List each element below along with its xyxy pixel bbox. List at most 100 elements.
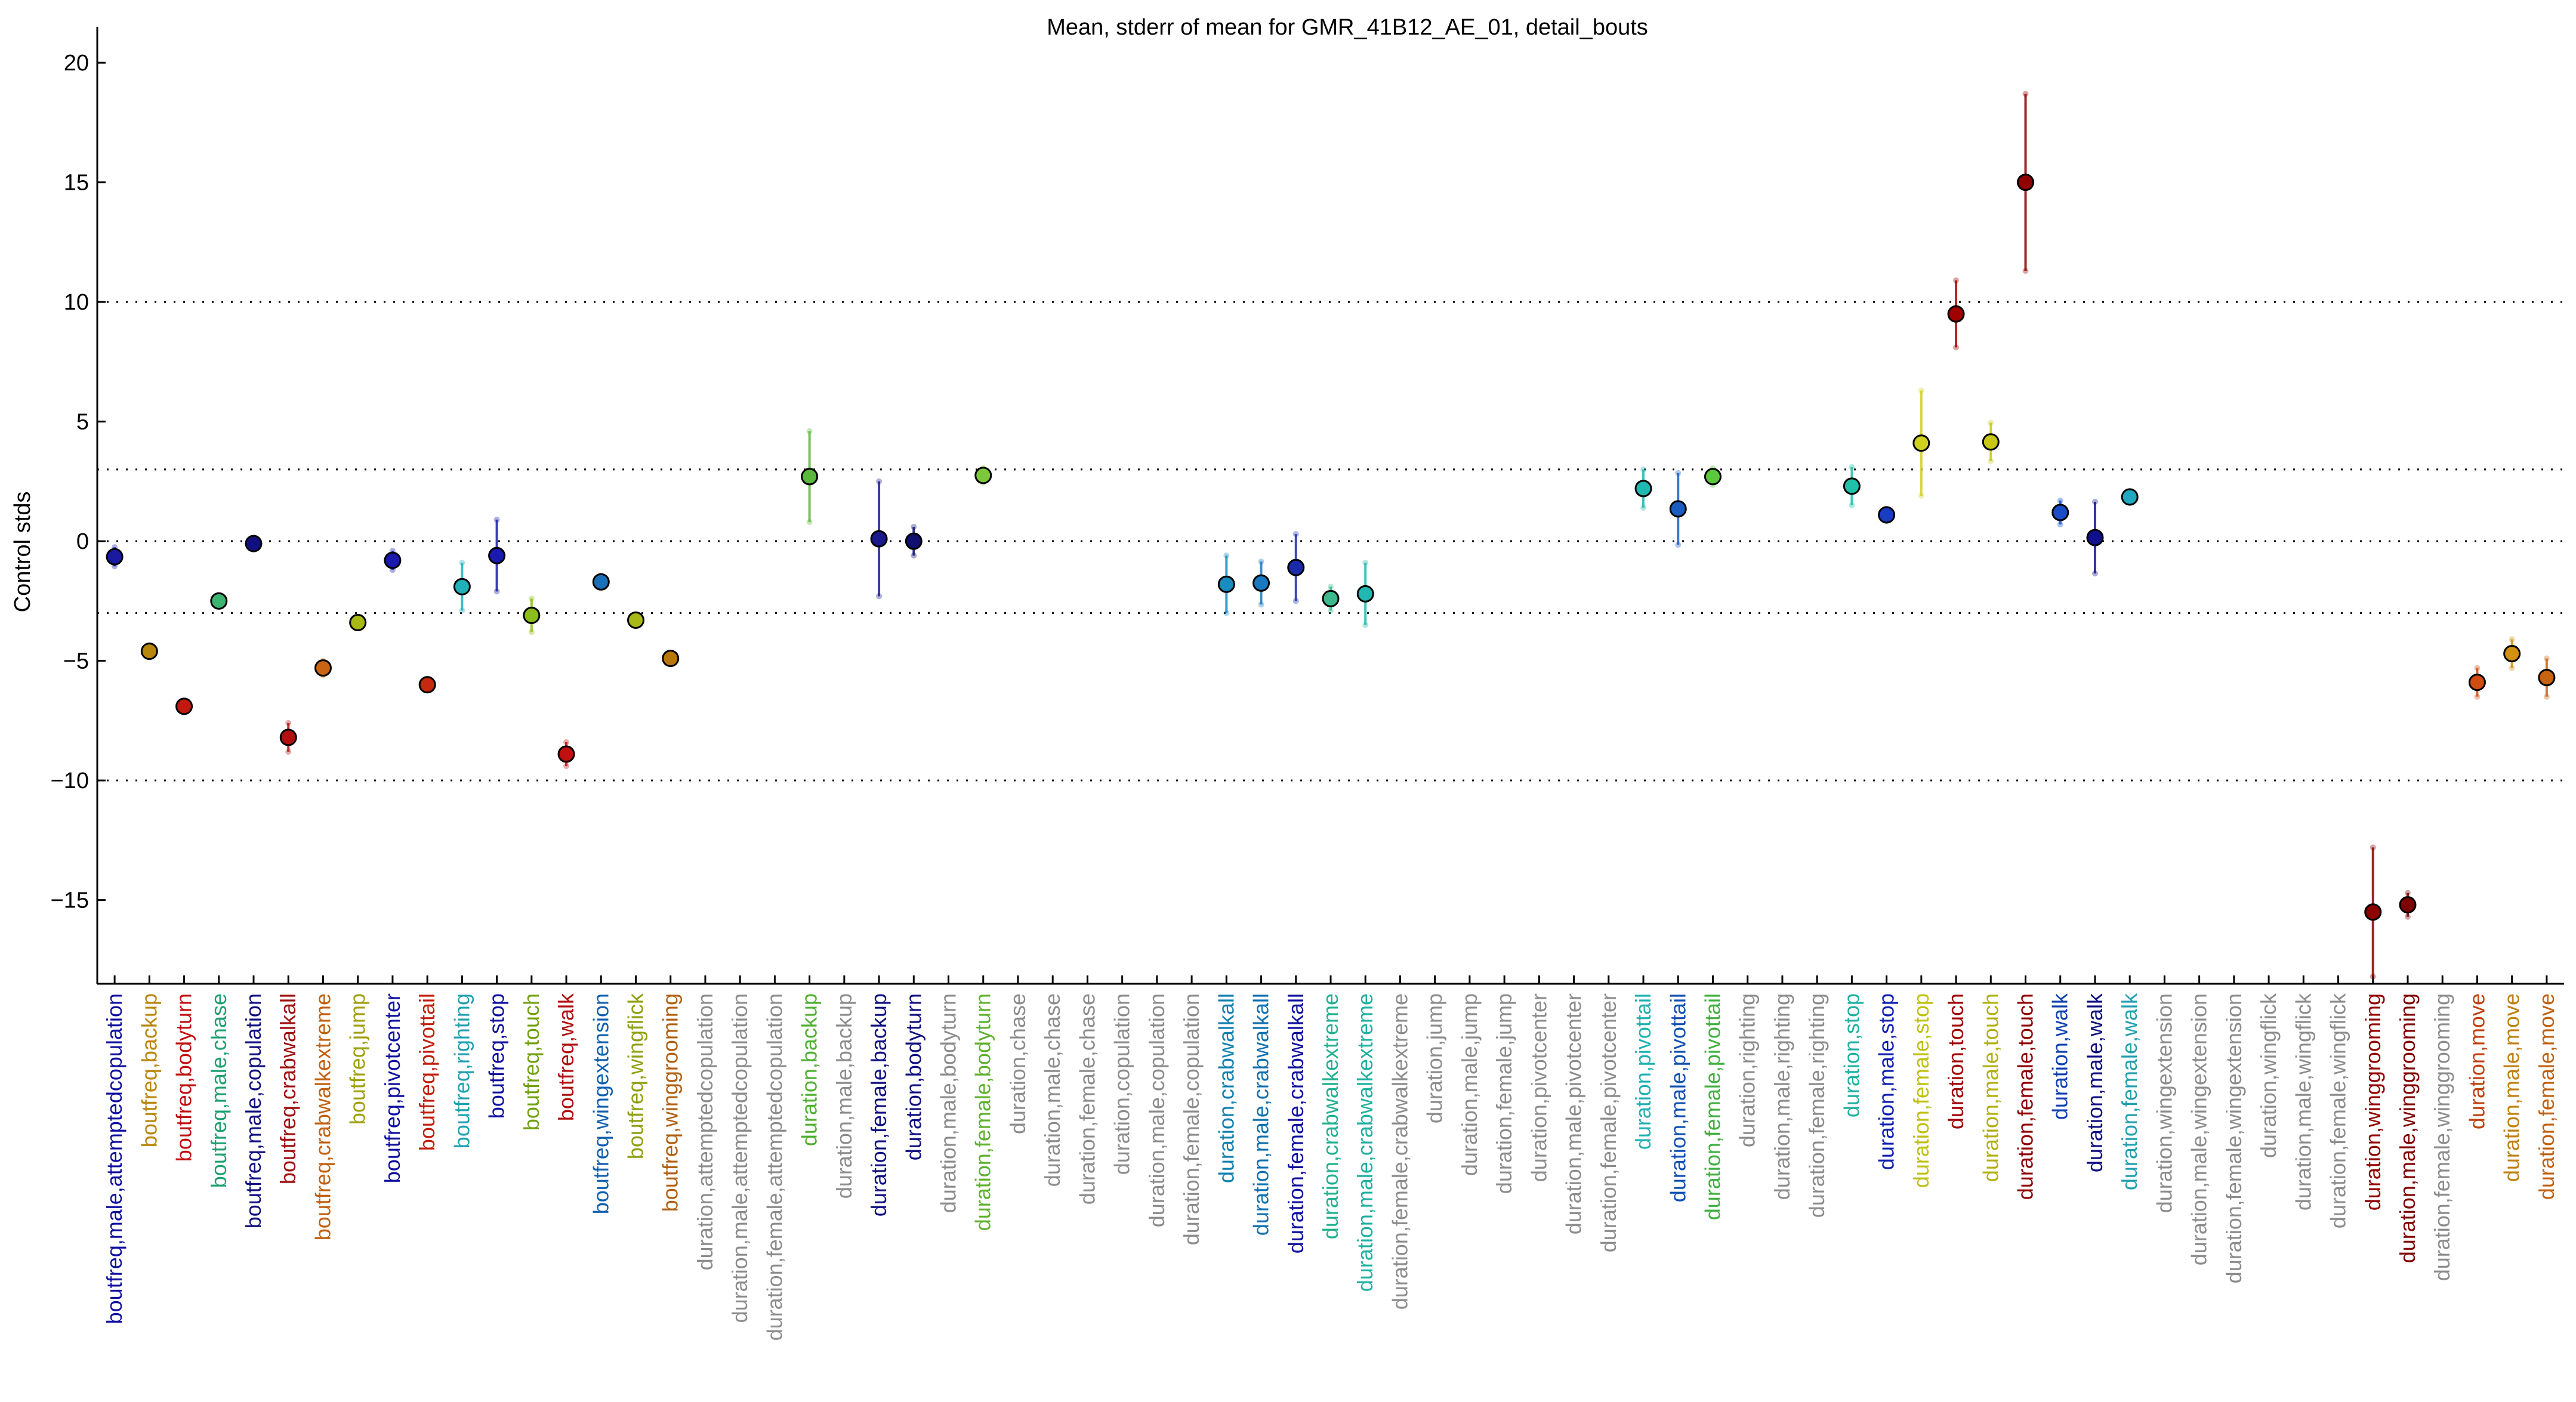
mean-marker (418, 676, 436, 694)
x-tick-label: duration,female,pivottail (1700, 993, 1724, 1220)
error-bar-cap (459, 607, 465, 614)
error-bar-cap (2091, 498, 2098, 505)
mean-marker (2503, 645, 2521, 663)
x-tick-label: duration,female,bodyturn (971, 993, 995, 1231)
x-tick-label: boutfreq,walk (554, 993, 578, 1121)
mean-marker (2017, 174, 2035, 192)
x-tick-label: duration,backup (797, 993, 822, 1146)
error-bar-cap (528, 595, 535, 602)
error-bar-cap (1223, 552, 1230, 559)
x-tick-label: duration,wingflick (2256, 993, 2281, 1158)
error-bar-cap (493, 588, 500, 595)
x-tick-label: duration,copulation (1110, 993, 1134, 1175)
x-tick-label: boutfreq,winggrooming (658, 993, 683, 1212)
error-bar-cap (806, 428, 813, 434)
x-tick-label: boutfreq,stop (485, 993, 509, 1119)
mean-marker (2086, 529, 2104, 546)
y-tick-label: 20 (64, 51, 89, 76)
error-bar-cap (1675, 470, 1682, 476)
x-tick-label: duration,female,wingflick (2326, 993, 2350, 1228)
x-tick-label: boutfreq,bodyturn (172, 993, 196, 1162)
mean-marker (2051, 504, 2069, 521)
x-tick-label: duration,male,attemptedcopulation (727, 993, 752, 1323)
x-tick-label: boutfreq,male,chase (206, 993, 231, 1188)
x-tick-label: duration,stop (1839, 993, 1864, 1117)
mean-marker (106, 548, 124, 566)
x-tick-label: duration,male,crabwalkextreme (1353, 993, 1377, 1292)
x-tick-label: duration,male,walk (2083, 993, 2107, 1172)
x-tick-label: duration,crabwalkextreme (1318, 993, 1343, 1239)
x-tick-label: duration,male,touch (1978, 993, 2003, 1182)
x-tick-label: duration,wingextension (2152, 993, 2176, 1213)
error-bar-cap (2057, 497, 2063, 504)
x-tick-label: duration,bodyturn (901, 993, 925, 1160)
error-bar-cap (2404, 913, 2411, 920)
y-tick-label: 5 (76, 410, 89, 435)
mean-marker (2121, 488, 2139, 506)
error-bar-cap (876, 593, 883, 600)
mean-marker (488, 546, 506, 564)
mean-markers (106, 174, 2556, 921)
x-tick-label: duration,female,righting (1804, 993, 1829, 1218)
error-bar-cap (285, 749, 292, 755)
error-bar-cap (876, 478, 883, 484)
x-tick-label: duration,attemptedcopulation (693, 993, 717, 1270)
error-bar-cap (1223, 610, 1230, 616)
error-bars (112, 91, 2550, 980)
error-bar-cap (2022, 268, 2029, 274)
x-tick-label: boutfreq,crabwalkextreme (310, 993, 335, 1240)
x-axis-ticks: boutfreq,male,attemptedcopulation boutfre… (102, 975, 2559, 1341)
mean-marker (1322, 589, 1340, 607)
mean-marker (210, 592, 228, 610)
x-tick-label: duration,female,pivotcenter (1596, 993, 1621, 1252)
mean-marker (453, 578, 471, 595)
y-tick-label: 10 (64, 290, 89, 315)
mean-marker (1912, 434, 1930, 452)
x-tick-label: duration,male,righting (1770, 993, 1794, 1200)
y-tick-label: 0 (76, 529, 89, 554)
x-tick-label: boutfreq,pivotcenter (380, 993, 405, 1183)
x-tick-label: duration,male,pivotcenter (1562, 993, 1586, 1234)
mean-marker (1843, 477, 1861, 495)
x-tick-label: duration,righting (1735, 993, 1760, 1147)
error-bar-cap (2370, 844, 2376, 851)
x-tick-label: duration,chase (1005, 993, 1030, 1134)
error-bar-cap (2543, 655, 2550, 662)
error-bar-cap (1988, 419, 1994, 426)
error-bar-cap (1953, 277, 1960, 284)
x-tick-label: boutfreq,touch (519, 993, 544, 1131)
error-bar-cap (1328, 607, 1334, 614)
x-tick-label: duration,winggrooming (2361, 993, 2385, 1210)
error-bar-cap (2474, 665, 2481, 671)
error-bar-cap (1292, 531, 1299, 538)
x-tick-label: duration,female,move (2534, 993, 2559, 1200)
axes (96, 27, 2564, 985)
x-tick-label: duration,female,copulation (1179, 993, 1204, 1245)
error-bar-cap (1292, 598, 1299, 604)
error-bar-cap (1849, 502, 1855, 508)
error-bar-cap (2509, 636, 2515, 643)
x-tick-label: boutfreq,wingflick (623, 993, 647, 1159)
y-axis-ticks: −15 −10 −5 0 5 10 15 20 (51, 51, 106, 913)
x-tick-label: duration,male,backup (832, 993, 856, 1199)
error-bar-cap (911, 524, 917, 530)
error-bar-cap (1258, 601, 1264, 608)
error-bar-cap (285, 719, 292, 726)
error-bar-cap (1362, 560, 1369, 566)
x-tick-label: boutfreq,male,copulation (241, 993, 266, 1228)
mean-marker (1947, 305, 1965, 323)
mean-marker (870, 530, 888, 548)
error-bar-cap (2370, 973, 2376, 980)
mean-marker (523, 606, 541, 624)
x-tick-label: duration,female,stop (1909, 993, 1933, 1188)
mean-marker (245, 535, 263, 552)
mean-marker (662, 650, 680, 668)
x-tick-label: duration,female,chase (1075, 993, 1099, 1205)
mean-marker (1252, 574, 1270, 592)
x-tick-label: duration,crabwalkall (1214, 993, 1238, 1183)
error-bar-cap (806, 519, 813, 526)
x-tick-label: duration,female,walk (2117, 993, 2142, 1190)
error-bar-cap (2509, 665, 2515, 671)
x-tick-label: boutfreq,backup (137, 993, 161, 1147)
